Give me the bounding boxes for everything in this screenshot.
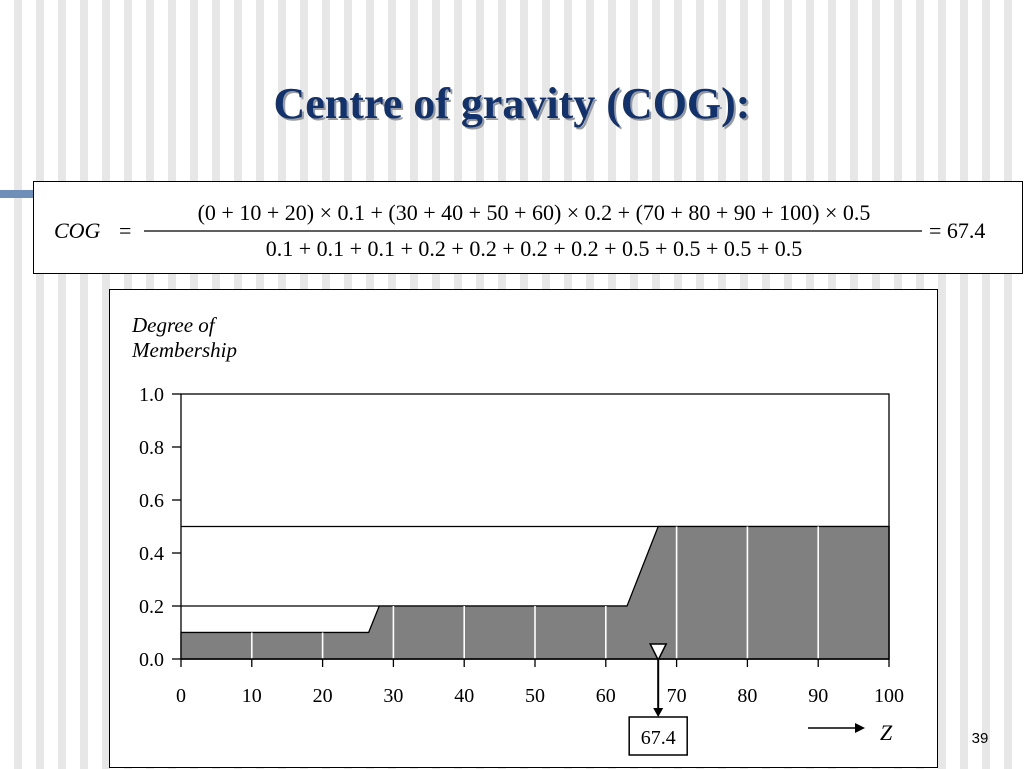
membership-chart: 0.0 0.2 0.4 0.6 0.8 1.0 0 10 20 30 40 50 60 70 80 90 100… [131, 313, 904, 756]
y-tick-label: 1.0 [139, 384, 164, 406]
cog-value-box [628, 716, 688, 756]
cog-value-label: 67.4 [641, 727, 676, 749]
x-tick-label: 60 [596, 685, 616, 707]
x-tick-label: 80 [737, 685, 757, 707]
y-tick-label: 0.8 [139, 437, 164, 459]
y-tick-label: 0.4 [139, 543, 164, 565]
y-axis-label-line1: Degree of [131, 313, 218, 337]
x-tick-label: 30 [383, 685, 403, 707]
formula-box: COG = (0 + 10 + 20) × 0.1 + (30 + 40 + 5… [33, 181, 1023, 274]
x-tick-label: 40 [454, 685, 474, 707]
y-tick-label: 0.6 [139, 490, 164, 512]
cog-marker-triangle [648, 643, 668, 662]
x-axis-label: Z [880, 720, 893, 745]
slide-number: 39 [971, 730, 989, 747]
x-tick-label: 10 [242, 685, 262, 707]
y-tick-label: 0.0 [139, 649, 164, 671]
x-tick-label: 70 [667, 685, 687, 707]
y-axis-label-line2: Membership [131, 338, 237, 362]
cog-marker-arrowhead [653, 708, 664, 717]
formula-svg: COG = (0 + 10 + 20) × 0.1 + (30 + 40 + 5… [54, 200, 985, 261]
y-tick-label: 0.2 [139, 596, 164, 618]
x-tick-label: 50 [525, 685, 545, 707]
formula-numerator: (0 + 10 + 20) × 0.1 + (30 + 40 + 50 + 60… [198, 200, 871, 225]
z-arrow-head [855, 723, 865, 733]
x-tick-label: 20 [313, 685, 333, 707]
formula-equals: = [119, 218, 131, 243]
z-axis-arrow [808, 723, 865, 733]
formula-denominator: 0.1 + 0.1 + 0.1 + 0.2 + 0.2 + 0.2 + 0.2 … [266, 236, 803, 261]
x-tick-label: 90 [808, 685, 828, 707]
slide-title: Centre of gravity (COG): [273, 79, 751, 128]
chart-box: 0.0 0.2 0.4 0.6 0.8 1.0 0 10 20 30 40 50 60 70 80 90 100… [109, 289, 938, 768]
x-tick-label: 100 [874, 685, 904, 707]
formula-lhs: COG [54, 218, 101, 243]
decorative-accent-line [0, 190, 40, 198]
x-tick-label: 0 [176, 685, 186, 707]
formula-result: = 67.4 [929, 218, 985, 243]
plot-layer: 0.0 0.2 0.4 0.6 0.8 1.0 0 10 20 30 40 50 60 70 80 90 100… [139, 384, 904, 756]
